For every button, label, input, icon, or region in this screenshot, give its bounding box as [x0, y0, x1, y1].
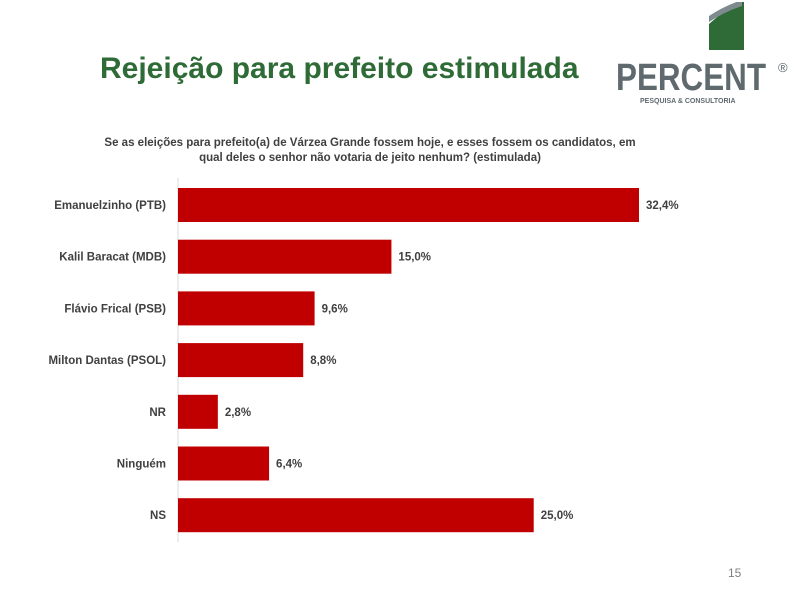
- bar: [178, 446, 270, 481]
- bar: [178, 188, 639, 222]
- page-number: 15: [728, 566, 742, 580]
- category-label: Flávio Frical (PSB): [64, 303, 166, 315]
- data-label: 15,0%: [398, 252, 431, 264]
- chart-title-line-2: qual deles o senhor não votaria de jeito…: [199, 152, 541, 164]
- bar: [178, 291, 315, 326]
- bar: [178, 394, 218, 429]
- data-label: 25,0%: [541, 510, 574, 522]
- slide-title: Rejeição para prefeito estimulada: [100, 52, 579, 85]
- bar: [178, 239, 392, 274]
- data-label: 6,4%: [276, 459, 302, 471]
- data-label: 9,6%: [322, 303, 348, 315]
- percent-logo: PERCENT ® PESQUISA & CONSULTORIA: [616, 2, 788, 105]
- logo-emblem-stripe-icon: [709, 2, 742, 22]
- data-label: 8,8%: [310, 355, 336, 367]
- category-label: Milton Dantas (PSOL): [48, 355, 166, 367]
- category-label: NS: [150, 510, 166, 522]
- data-label: 32,4%: [646, 200, 679, 212]
- logo-registered-mark: ®: [778, 60, 788, 75]
- category-label: NR: [149, 407, 166, 419]
- category-label: Kalil Baracat (MDB): [59, 252, 166, 264]
- category-label: Ninguém: [117, 459, 166, 471]
- category-label: Emanuelzinho (PTB): [54, 200, 166, 212]
- chart-title-line-1: Se as eleições para prefeito(a) de Várze…: [104, 137, 636, 149]
- logo-tagline: PESQUISA & CONSULTORIA: [640, 98, 736, 105]
- bar: [178, 498, 534, 533]
- logo-emblem-icon: [709, 2, 744, 50]
- data-label: 2,8%: [225, 407, 251, 419]
- logo-name: PERCENT: [616, 57, 766, 99]
- bar: [178, 343, 304, 378]
- chart-title: Se as eleições para prefeito(a) de Várze…: [100, 136, 640, 166]
